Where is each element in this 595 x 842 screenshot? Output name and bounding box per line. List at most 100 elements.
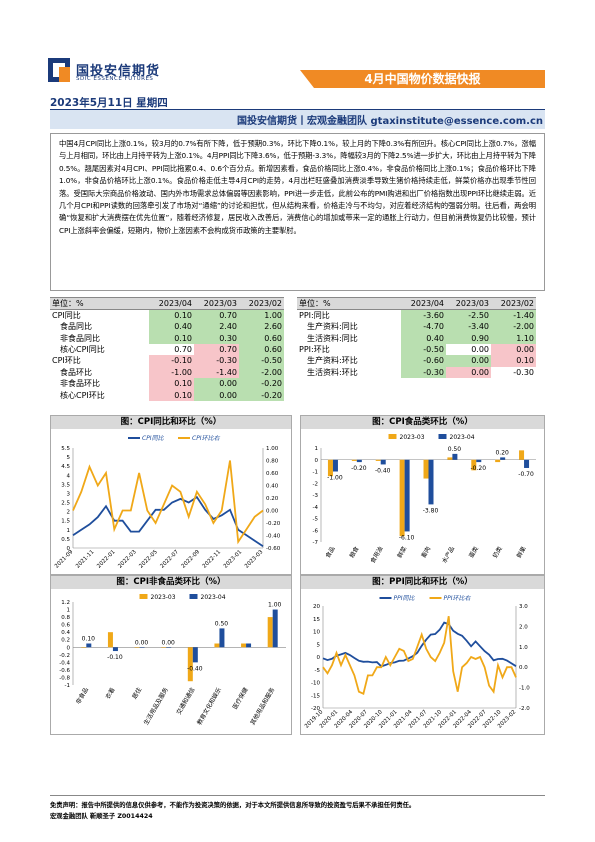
data-label: -0.40 bbox=[187, 665, 203, 672]
series-line bbox=[72, 460, 264, 545]
tick-label: 5 bbox=[67, 455, 71, 461]
category-label: 奶类 bbox=[491, 545, 504, 559]
category-label: 食品 bbox=[324, 545, 337, 559]
category-label: 蛋类 bbox=[467, 545, 480, 559]
row-label: 食品同比 bbox=[60, 322, 92, 332]
series-line bbox=[72, 495, 264, 547]
tick-label: -6 bbox=[313, 528, 319, 534]
tick-label: 0 bbox=[67, 546, 71, 552]
cell: -1.40 bbox=[491, 309, 536, 321]
tick-label: 2023-01 bbox=[223, 549, 243, 569]
category-label: 衣着 bbox=[104, 686, 117, 700]
cell: 0.70 bbox=[174, 344, 192, 354]
bar bbox=[452, 453, 458, 460]
legend-label: CPI环比右 bbox=[192, 434, 221, 442]
table-row: 生活资料:环比 -0.30 0.00 -0.30 bbox=[297, 366, 536, 378]
cell: 0.00 bbox=[446, 355, 491, 367]
summary-text: 中国4月CPI同比上涨0.1%，较3月的0.7%有所下降，低于预期0.3%，环比… bbox=[50, 133, 545, 291]
series-line bbox=[322, 616, 517, 695]
data-label: 0.00 bbox=[162, 639, 176, 646]
cell: -0.20 bbox=[239, 389, 284, 401]
cell: 0.10 bbox=[149, 377, 194, 390]
data-label: -0.70 bbox=[518, 471, 534, 478]
row-label: 核心CPI环比 bbox=[60, 390, 105, 400]
tick-label: 1.2 bbox=[61, 600, 70, 606]
tick-label: 0.6 bbox=[61, 623, 70, 629]
legend-swatch bbox=[189, 594, 198, 599]
data-label: 0.10 bbox=[82, 636, 96, 643]
data-label: -0.20 bbox=[471, 465, 487, 472]
legend-label: 2023-03 bbox=[151, 594, 176, 601]
tick-label: 4.5 bbox=[61, 464, 70, 470]
bar bbox=[524, 459, 530, 468]
bar bbox=[332, 459, 338, 472]
legend-label: 2023-04 bbox=[450, 434, 475, 441]
cell: 0.40 bbox=[149, 321, 194, 333]
data-label: 0.20 bbox=[495, 449, 509, 456]
legend-label: PPI同比 bbox=[394, 594, 416, 602]
category-label: 畜肉 bbox=[419, 545, 432, 559]
table-row: 核心CPI环比 0.10 0.00 -0.20 bbox=[50, 389, 284, 401]
bar bbox=[86, 643, 92, 648]
cell: 0.10 bbox=[149, 332, 194, 344]
data-label: 0.50 bbox=[448, 446, 462, 453]
bar bbox=[272, 609, 278, 648]
col-header: 2023/03 bbox=[446, 297, 491, 310]
bar bbox=[139, 647, 145, 648]
bar bbox=[423, 459, 429, 479]
category-label: 居住 bbox=[130, 686, 143, 700]
row-label: 非食品环比 bbox=[60, 379, 100, 389]
bar bbox=[107, 632, 113, 648]
tick-label: 3 bbox=[67, 491, 71, 497]
tick-label: 4 bbox=[67, 473, 71, 479]
row-label: 核心CPI同比 bbox=[60, 344, 105, 354]
bar bbox=[161, 647, 167, 648]
cell: -0.30 bbox=[513, 367, 534, 377]
cell: -2.00 bbox=[491, 321, 536, 333]
chart-nonfood: 图：CPI非食品类环比（%） 1.2 1 0.8 0.6 0.4 0.2 0 -0.2 -0.4… bbox=[50, 575, 292, 735]
tick-label: -0.20 bbox=[266, 521, 281, 527]
row-label: CPI同比 bbox=[52, 311, 81, 320]
tick-label: 2021-11 bbox=[75, 549, 95, 569]
cell: -3.60 bbox=[401, 309, 446, 321]
bar bbox=[519, 450, 525, 460]
tick-label: 0.20 bbox=[266, 496, 279, 502]
bar bbox=[428, 459, 434, 505]
cell: -2.50 bbox=[446, 309, 491, 321]
row-label: 生活资料:环比 bbox=[307, 367, 358, 377]
table-row: 非食品同比 0.10 0.30 0.60 bbox=[50, 332, 284, 344]
data-label: 1.00 bbox=[268, 602, 282, 609]
row-label: CPI环比 bbox=[52, 356, 81, 366]
table-row: CPI同比 0.10 0.70 1.00 bbox=[50, 309, 284, 321]
cell: -1.40 bbox=[194, 366, 239, 378]
table-row: 核心CPI同比 0.70 0.70 0.60 bbox=[50, 343, 284, 356]
logo-icon bbox=[48, 58, 70, 82]
bar bbox=[356, 459, 362, 463]
data-label: -6.10 bbox=[399, 534, 415, 541]
data-label: -0.20 bbox=[351, 465, 367, 472]
legend-label: PPI环比右 bbox=[444, 594, 472, 602]
table-row: 生产资料:同比 -4.70 -3.40 -2.00 bbox=[297, 321, 536, 333]
bar bbox=[214, 643, 220, 648]
tick-label: -2 bbox=[313, 481, 318, 487]
col-header: 2023/03 bbox=[194, 297, 239, 310]
tick-label: 15 bbox=[313, 617, 320, 623]
table-header-row: 单位：% 2023/04 2023/03 2023/02 bbox=[297, 297, 536, 310]
bar bbox=[166, 647, 172, 648]
row-label: 非食品同比 bbox=[60, 333, 100, 343]
bar bbox=[495, 459, 501, 463]
tick-label: 0.80 bbox=[266, 459, 279, 465]
tick-label: 2022-03 bbox=[117, 549, 138, 570]
cell: -0.20 bbox=[239, 377, 284, 390]
bar bbox=[219, 628, 225, 648]
legend-label: 2023-04 bbox=[201, 594, 226, 601]
chart-ppi: 图：PPI同比和环比（%） -20 -15 -10 -5 0 5 10 15 20 -2.0 -1.… bbox=[300, 575, 545, 735]
tick-label: -0.8 bbox=[59, 675, 70, 681]
category-label: 鲜果 bbox=[515, 545, 528, 559]
tick-label: 2 bbox=[67, 510, 71, 516]
category-label: 粮食 bbox=[348, 545, 361, 559]
tick-label: 0 bbox=[315, 458, 319, 464]
bar bbox=[267, 617, 273, 648]
tick-label: -5 bbox=[315, 668, 321, 674]
cell: 0.00 bbox=[446, 366, 491, 378]
